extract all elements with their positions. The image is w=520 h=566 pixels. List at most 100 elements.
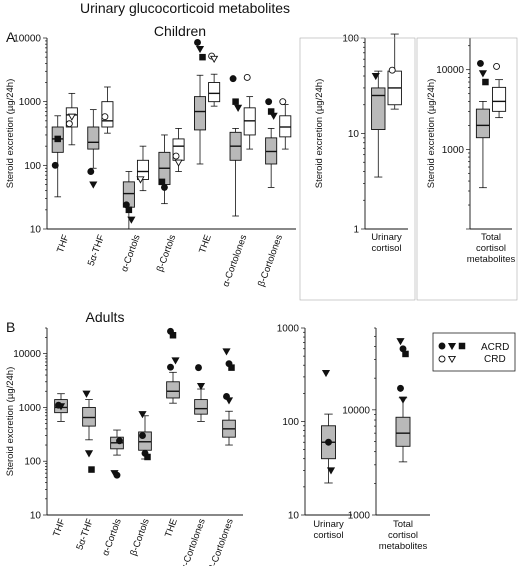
legend-crd-triangle — [447, 355, 457, 364]
y-axis-label: Steroid excretion (µg/24h) — [314, 79, 325, 189]
crd-thf-outlier-circle — [65, 120, 73, 128]
x-axis-label-line: Urinary — [313, 519, 344, 530]
acrd-beta-cortolones-outlier-square — [228, 364, 235, 371]
y-tick-label: 100 — [282, 417, 299, 428]
y-tick-label: 10 — [348, 129, 360, 140]
y-tick-label: 10000 — [13, 34, 41, 45]
adults-metabolites-plot: 10 100 1000 10000 Steroid excretion (µg/24h)… — [5, 327, 243, 566]
crd-5alpha-thf-outlier-circle — [101, 113, 109, 121]
x-axis-label-line: cortisol — [371, 243, 401, 254]
y-tick-label: 100 — [342, 34, 359, 45]
panel-a-title: Children — [154, 23, 206, 39]
acrd-cortisol-outlier-tri-down — [326, 467, 336, 475]
acrd-cortisol-outlier-tri-down — [371, 72, 380, 81]
acrd-thf-outlier-tri-down — [56, 403, 66, 411]
acrd-beta-cortols-outlier-tri-down — [138, 411, 147, 419]
y-axis-label: Steroid excretion (µg/24h) — [5, 79, 16, 189]
y-tick-label: 100 — [24, 457, 41, 468]
acrd-beta-cortolones-outlier-tri-down — [269, 112, 278, 120]
acrd-total-outlier-tri-down — [478, 70, 488, 78]
acrd-alpha-cortolones-outlier-circle — [229, 75, 237, 83]
x-category-label-beta-cortols: β-Cortols — [155, 233, 179, 273]
acrd-alpha-cortols-outlier-circle — [116, 437, 123, 445]
x-axis-label-line: Total — [393, 519, 413, 530]
y-tick-label: 1000 — [19, 97, 42, 108]
panel-a-label: A — [6, 29, 16, 45]
legend-acrd-markers — [438, 342, 466, 351]
children-metabolites-plot: 10 100 1000 10000 Steroid excretion (µg/24h)… — [5, 34, 296, 288]
x-axis-label-line: cortisol — [313, 530, 343, 541]
y-tick-label: 10000 — [436, 65, 464, 76]
y-tick-label: 10000 — [342, 405, 370, 416]
acrd-5alpha-thf-outlier-tri-down — [84, 450, 94, 458]
x-category-label-5alpha-thf: 5α-THF — [74, 517, 95, 551]
acrd-beta-cortolones-outlier-tri-down — [224, 397, 234, 405]
acrd-the-box — [194, 96, 207, 131]
crd-beta-cortols-outlier-tri-down — [174, 159, 183, 167]
x-axis-label-line: metabolites — [467, 254, 516, 265]
crd-total-outlier-circle — [493, 62, 501, 70]
crd-beta-cortols-outlier-circle — [172, 152, 180, 160]
legend-crd-label: CRD — [484, 354, 506, 365]
children-total-plot: 1000 10000 Steroid excretion (µg/24h) Total… — [426, 38, 516, 265]
acrd-the-outlier-circle — [194, 39, 201, 46]
acrd-beta-cortols-outlier-square — [144, 453, 151, 461]
acrd-the-outlier-tri-down — [195, 46, 205, 54]
acrd-the-outlier-square — [199, 53, 206, 61]
x-category-label-beta-cortolones: β-Cortolones — [256, 233, 285, 288]
legend-acrd-label: ACRD — [481, 342, 509, 353]
x-category-label-alpha-cortols: α-Cortols — [119, 233, 143, 273]
x-category-label-alpha-cortolones: α-Cortolones — [179, 517, 208, 566]
crd-beta-cortolones-outlier-circle — [279, 98, 287, 106]
acrd-thf-outlier-circle — [51, 161, 59, 169]
acrd-alpha-cortolones-outlier-tri-down — [234, 104, 243, 112]
figure-title: Urinary glucocorticoid metabolites — [80, 0, 290, 16]
acrd-5alpha-thf-outlier-square — [88, 466, 95, 473]
acrd-cortisol-outlier-tri-down — [321, 369, 331, 378]
x-axis-label-line: Urinary — [371, 232, 402, 243]
acrd-total-outlier-tri-down — [398, 396, 408, 404]
acrd-5alpha-thf-box — [87, 126, 100, 150]
y-tick-label: 10000 — [13, 349, 41, 360]
acrd-alpha-cortols-outlier-square — [125, 206, 133, 214]
y-tick-label: 10 — [30, 511, 42, 522]
acrd-alpha-cortolones-outlier-circle — [195, 364, 202, 372]
acrd-cortisol-box — [371, 87, 386, 130]
acrd-total-box — [475, 108, 490, 139]
y-tick-label: 10 — [30, 225, 42, 236]
acrd-5alpha-thf-box — [82, 406, 96, 427]
crd-5alpha-thf-box — [101, 101, 114, 128]
x-category-label-thf: THF — [51, 517, 68, 538]
acrd-beta-cortolones-outlier-circle — [265, 98, 273, 106]
acrd-total-outlier-tri-down — [396, 338, 405, 346]
acrd-alpha-cortolones-outlier-tri-down — [196, 382, 206, 391]
legend-frame — [432, 332, 516, 372]
acrd-total-box — [395, 416, 411, 447]
legend-crd-markers — [438, 355, 457, 364]
x-category-label-alpha-cortols: α-Cortols — [100, 517, 124, 557]
acrd-beta-cortols-outlier-square — [158, 178, 166, 186]
crd-total-box — [492, 86, 507, 112]
acrd-5alpha-thf-outlier-circle — [87, 168, 95, 175]
acrd-alpha-cortols-outlier-tri-down — [127, 216, 136, 224]
x-category-label-the: THE — [163, 517, 180, 539]
y-tick-label: 1000 — [19, 403, 42, 414]
panel-b-label: B — [6, 319, 15, 335]
children-total-frame — [416, 37, 518, 301]
panel-b-title: Adults — [86, 309, 125, 325]
x-axis-label-line: metabolites — [379, 541, 428, 552]
x-category-label-the: THE — [197, 233, 214, 255]
y-tick-label: 1000 — [277, 324, 300, 335]
children-cortisol-plot: 1 10 100 Steroid excretion (µg/24h) Urinaryc… — [314, 34, 408, 254]
legend-acrd-triangle — [447, 342, 457, 351]
acrd-alpha-cortolones-box — [194, 399, 208, 415]
x-axis-label-line: Total — [481, 232, 501, 243]
crd-alpha-cortols-box — [136, 159, 149, 180]
y-axis-label: Steroid excretion (µg/24h) — [426, 79, 437, 189]
acrd-total-outlier-circle — [476, 59, 484, 67]
children-urinary-cortisol-frame — [299, 37, 416, 301]
crd-alpha-cortolones-outlier-circle — [243, 74, 251, 81]
acrd-total-outlier-square — [482, 78, 489, 86]
acrd-the-outlier-tri-down — [171, 357, 180, 365]
